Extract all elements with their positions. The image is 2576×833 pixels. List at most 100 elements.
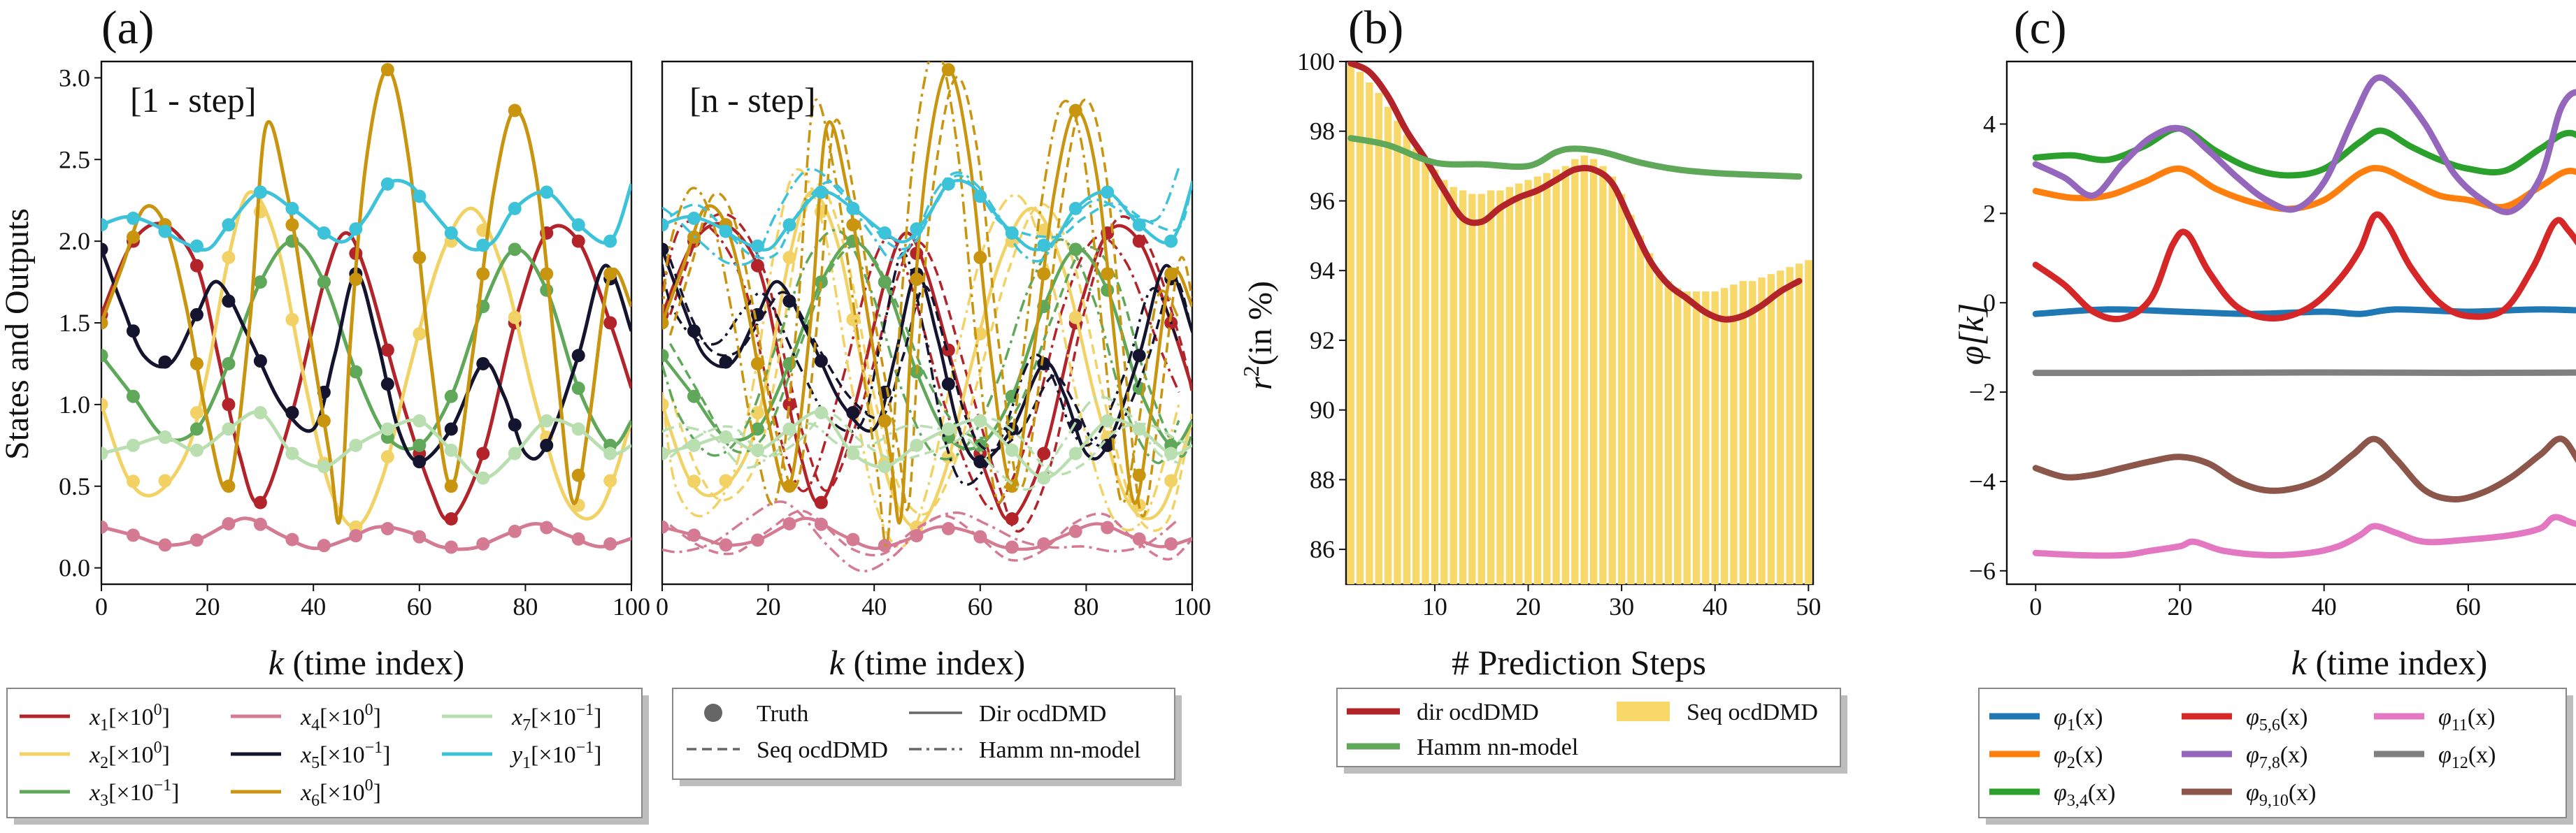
truth-marker: [662, 218, 669, 232]
truth-marker: [126, 230, 140, 244]
truth-marker: [750, 422, 764, 436]
truth-marker: [158, 430, 172, 444]
truth-marker: [380, 63, 394, 77]
truth-marker: [317, 539, 331, 553]
truth-marker: [444, 479, 458, 493]
legend-label: φ9,10(x): [2246, 780, 2316, 810]
truth-marker: [101, 316, 108, 330]
eigenfunction-line: [2032, 369, 2576, 377]
seq-bar: [1683, 291, 1691, 584]
truth-marker: [973, 455, 987, 469]
truth-marker: [380, 522, 394, 536]
seq-bar: [1580, 155, 1588, 584]
seq-bar: [1533, 176, 1542, 584]
truth-marker: [101, 242, 108, 256]
y-tick-label: 90: [1310, 396, 1335, 424]
truth-marker: [662, 447, 669, 461]
truth-marker: [571, 468, 585, 482]
seq-bar: [1674, 288, 1682, 584]
truth-marker: [782, 517, 796, 531]
seq-bar: [1664, 281, 1673, 584]
truth-marker: [910, 273, 924, 287]
truth-marker: [941, 522, 955, 536]
y-tick-label: 0.5: [59, 472, 90, 500]
hamm-line: [662, 500, 1180, 572]
hamm-line: [662, 229, 1180, 465]
truth-marker: [1101, 185, 1115, 199]
truth-marker: [1101, 267, 1115, 281]
truth-marker: [380, 450, 394, 464]
truth-marker: [1037, 447, 1051, 461]
y-tick-label: 96: [1310, 187, 1335, 215]
truth-marker: [444, 226, 458, 240]
seq-bar: [1450, 187, 1457, 584]
truth-marker: [782, 422, 796, 436]
truth-marker: [878, 414, 892, 428]
seq-bar: [1477, 194, 1485, 584]
truth-marker: [687, 324, 701, 338]
hamm-line: [662, 396, 1180, 491]
truth-marker: [1132, 349, 1146, 363]
seq-bar: [1524, 180, 1532, 584]
y-tick-label: 4: [1983, 110, 1996, 138]
y-tick-label: 2: [1983, 199, 1996, 227]
truth-marker: [1101, 283, 1115, 297]
svg-text:φ[k]: φ[k]: [1952, 303, 1991, 365]
truth-marker: [540, 438, 554, 452]
y-tick-label: 92: [1310, 326, 1335, 354]
truth-marker: [101, 218, 108, 232]
seq-bar: [1720, 288, 1729, 584]
y-tick-label: −2: [1969, 378, 1996, 406]
truth-marker: [719, 430, 733, 444]
truth-marker: [1005, 443, 1019, 457]
c-ylabel: φ[k]: [1952, 303, 1991, 365]
truth-marker: [750, 239, 764, 253]
truth-marker: [476, 238, 490, 252]
y-tick-label: 3.0: [59, 64, 90, 92]
truth-marker: [571, 382, 585, 395]
legend-label: x3[×10−1]: [89, 776, 179, 810]
x-tick-label: 30: [1609, 593, 1634, 621]
legend-label: Truth: [757, 701, 808, 727]
truth-marker: [101, 447, 108, 461]
truth-marker: [126, 389, 140, 403]
legend-swatch: [1617, 702, 1670, 721]
truth-marker: [750, 307, 764, 321]
legend-label: dir ocdDMD: [1417, 700, 1539, 725]
truth-marker: [846, 406, 860, 420]
y-tick-label: 1.0: [59, 391, 90, 419]
truth-marker: [814, 517, 828, 531]
truth-marker: [814, 354, 828, 368]
truth-marker: [1005, 540, 1019, 554]
truth-marker: [222, 422, 236, 436]
truth-marker: [317, 275, 331, 289]
truth-marker: [941, 343, 955, 357]
truth-marker: [571, 234, 585, 248]
truth-marker: [317, 460, 331, 474]
seq-bar: [1692, 291, 1701, 584]
seq-bar: [1412, 148, 1420, 584]
truth-marker: [380, 343, 394, 357]
truth-marker: [126, 211, 140, 225]
truth-marker: [973, 530, 987, 544]
seq-bar: [1805, 260, 1812, 584]
x-tick-label: 50: [1796, 593, 1821, 621]
truth-marker: [687, 389, 701, 403]
truth-marker: [222, 398, 236, 412]
truth-marker: [413, 251, 427, 264]
truth-marker: [1164, 267, 1178, 281]
truth-marker: [444, 422, 458, 436]
truth-marker: [571, 422, 585, 436]
a2-xlabel: k (time index): [829, 643, 1025, 682]
truth-marker: [662, 520, 669, 534]
seq-line: [669, 412, 1192, 476]
truth-marker: [973, 414, 987, 428]
truth-marker: [253, 517, 267, 531]
eigenfunction-line: [2032, 435, 2576, 503]
truth-marker: [782, 218, 796, 232]
truth-marker: [285, 312, 299, 326]
truth-marker: [571, 349, 585, 363]
seq-line: [669, 174, 1192, 260]
truth-marker: [253, 185, 267, 199]
